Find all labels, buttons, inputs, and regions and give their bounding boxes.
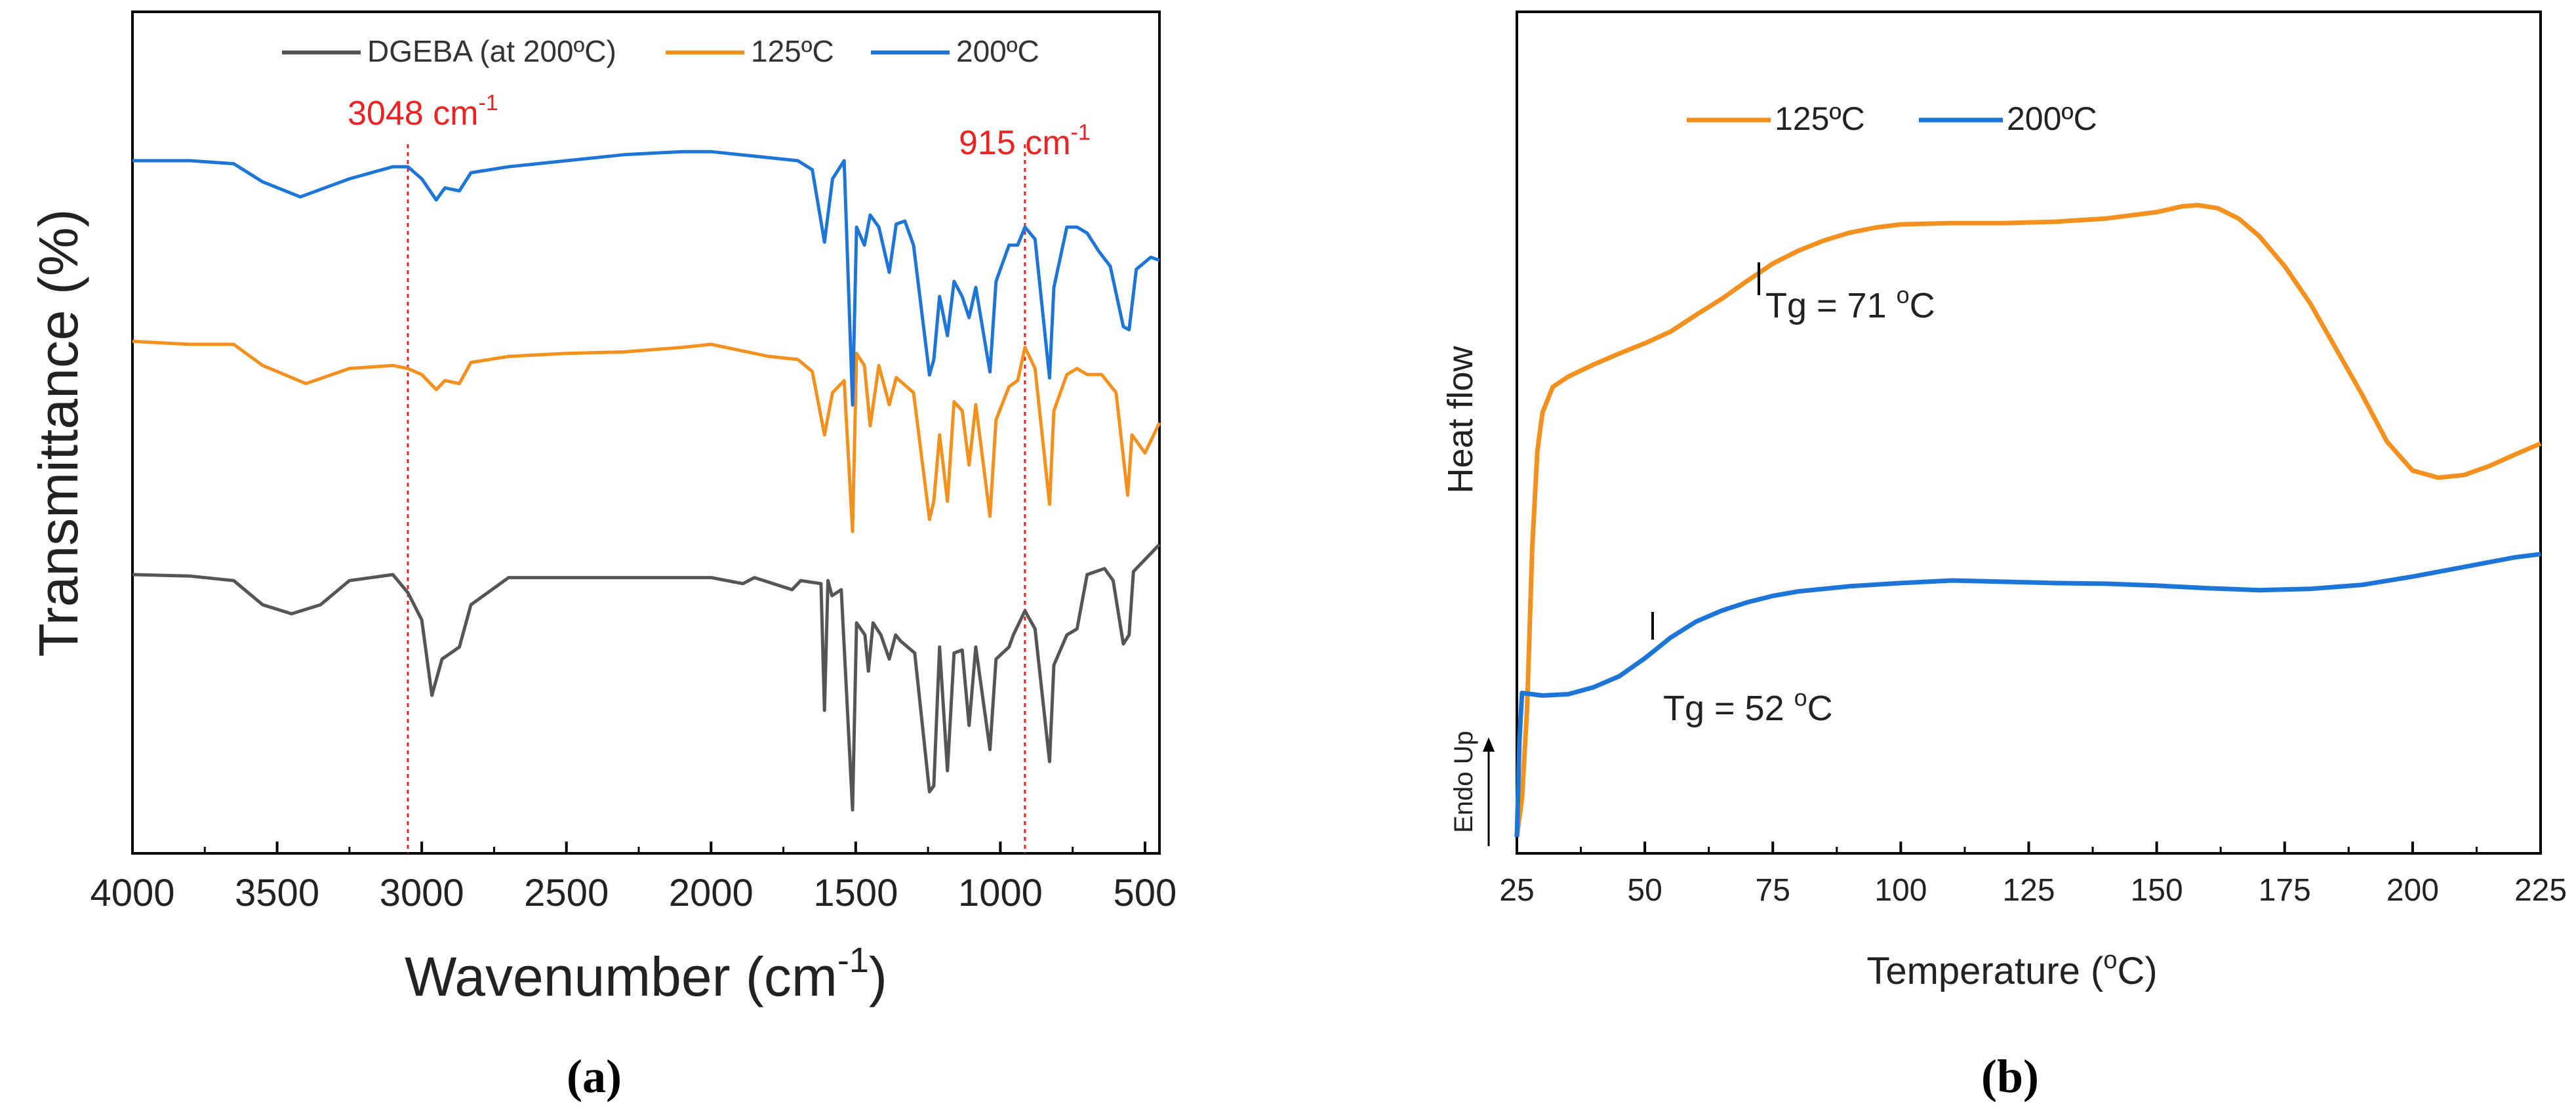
x-tick-label: 500 xyxy=(1114,872,1177,914)
y-axis-title: Transmittance (%) xyxy=(28,209,89,657)
series-line-0 xyxy=(132,543,1161,812)
annotation-3048-text: 3048 cm xyxy=(348,94,478,132)
x-tick-label: 1000 xyxy=(958,872,1043,914)
tg-label-200-text: Tg = 52 xyxy=(1663,689,1794,728)
x-tick-label: 125 xyxy=(2002,873,2055,908)
panel-label-b: (b) xyxy=(1981,1050,2039,1103)
y-axis-title: Heat flow xyxy=(1441,345,1480,493)
annotation-915-sup: -1 xyxy=(1071,120,1091,145)
legend-label-125: 125ºC xyxy=(1775,100,1865,137)
legend: 125ºC 200ºC xyxy=(1687,100,2097,137)
x-axis-title-end: C) xyxy=(2117,950,2157,992)
dsc-chart: 25 50 75 100 125 150 175 200 225 125ºC 200ºC Tg … xyxy=(1441,10,2567,1103)
x-axis-title: Temperature (oC) xyxy=(1866,946,2157,992)
x-tick-label: 225 xyxy=(2514,873,2567,908)
x-tick-label: 50 xyxy=(1627,873,1662,908)
annotation-915: 915 cm-1 xyxy=(959,120,1091,162)
x-axis-title-end: ) xyxy=(869,946,887,1007)
tg-label-125-sup: o xyxy=(1897,281,1910,308)
tg-label-200: Tg = 52 oC xyxy=(1663,684,1833,728)
annotation-lines xyxy=(407,144,1026,853)
x-axis-title: Wavenumber (cm-1) xyxy=(405,941,887,1007)
legend: DGEBA (at 200ºC) 125ºC 200ºC xyxy=(282,34,1039,68)
legend-label-200: 200ºC xyxy=(2007,100,2097,137)
endo-up-label: Endo Up xyxy=(1449,731,1478,833)
ftir-chart: 4000 3500 3000 2500 2000 1500 1000 500 DGEBA (a… xyxy=(28,10,1177,1103)
x-axis-title-sup: -1 xyxy=(837,941,869,980)
x-tick-label: 75 xyxy=(1756,873,1790,908)
annotation-915-text: 915 cm xyxy=(959,124,1071,162)
series-line-0 xyxy=(1514,203,2542,838)
x-tick-label: 1500 xyxy=(813,872,898,914)
panel-label-a: (a) xyxy=(567,1050,622,1103)
series-line-1 xyxy=(132,339,1161,533)
tg-label-125-end: C xyxy=(1910,286,1935,325)
x-tick-label: 2500 xyxy=(524,872,609,914)
series-lines xyxy=(1514,203,2542,838)
plot-frame xyxy=(1516,10,2542,855)
x-axis: 25 50 75 100 125 150 175 200 225 xyxy=(1499,842,2567,908)
annotation-3048: 3048 cm-1 xyxy=(348,91,498,132)
x-axis: 4000 3500 3000 2500 2000 1500 1000 500 xyxy=(90,842,1177,914)
x-tick-label: 150 xyxy=(2131,873,2183,908)
x-tick-label: 200 xyxy=(2386,873,2439,908)
x-axis-title-text: Temperature ( xyxy=(1866,950,2103,992)
x-tick-label: 3000 xyxy=(380,872,464,914)
x-tick-label: 4000 xyxy=(90,872,174,914)
legend-label-200: 200ºC xyxy=(956,34,1039,68)
legend-label-dgeba: DGEBA (at 200ºC) xyxy=(367,34,616,68)
endo-up-arrowhead xyxy=(1483,737,1495,752)
tg-label-125-text: Tg = 71 xyxy=(1765,286,1897,325)
tg-label-200-end: C xyxy=(1807,689,1833,728)
x-tick-label: 3500 xyxy=(235,872,319,914)
x-tick-label: 25 xyxy=(1499,873,1534,908)
x-axis-title-text: Wavenumber (cm xyxy=(405,946,837,1007)
x-tick-label: 175 xyxy=(2259,873,2311,908)
series-line-1 xyxy=(1514,552,2541,838)
annotation-3048-sup: -1 xyxy=(478,91,498,115)
series-lines xyxy=(132,150,1161,812)
tg-label-125: Tg = 71 oC xyxy=(1765,281,1935,325)
legend-label-125: 125ºC xyxy=(751,34,834,68)
x-tick-label: 100 xyxy=(1874,873,1927,908)
tg-label-200-sup: o xyxy=(1794,684,1807,711)
x-axis-title-sup: o xyxy=(2103,946,2117,974)
series-line-2 xyxy=(132,150,1160,407)
x-tick-label: 2000 xyxy=(669,872,754,914)
